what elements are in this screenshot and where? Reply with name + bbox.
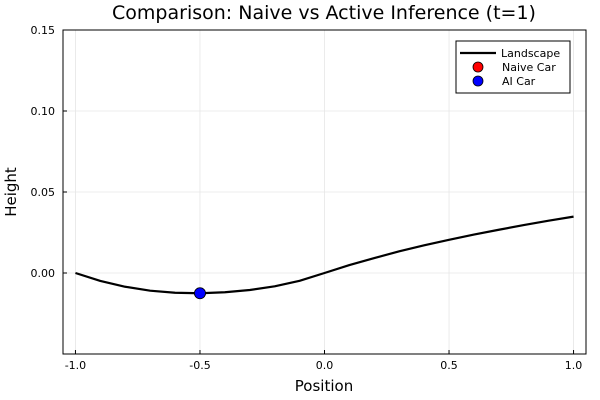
x-tick-label: -0.5 [189, 359, 210, 372]
series [75, 215, 574, 300]
y-tick-label: 0.00 [31, 267, 56, 280]
legend-swatch-naive-car [472, 61, 484, 73]
y-tick-label: 0.15 [31, 24, 56, 37]
y-tick-label: 0.10 [31, 105, 56, 118]
y-tick-label: 0.05 [31, 186, 56, 199]
legend-label-landscape: Landscape [501, 47, 560, 60]
x-tick-label: 0.0 [316, 359, 334, 372]
series-line-landscape [75, 215, 574, 295]
legend-swatch-ai-car [472, 75, 484, 87]
legend-label-ai-car: AI Car [502, 75, 536, 88]
x-tick-label: 0.5 [440, 359, 458, 372]
x-tick-label: 1.0 [565, 359, 583, 372]
x-axis-label: Position [295, 377, 353, 395]
chart-title: Comparison: Naive vs Active Inference (t… [112, 2, 536, 24]
scatter-point-ai-car [194, 287, 206, 300]
x-tick-label: -1.0 [65, 359, 86, 372]
tick-labels: -1.0 -0.5 0.0 0.5 1.0 0.00 0.05 0.10 0.15 [31, 24, 583, 372]
legend-label-naive-car: Naive Car [502, 61, 556, 74]
y-axis-label: Height [2, 167, 20, 217]
